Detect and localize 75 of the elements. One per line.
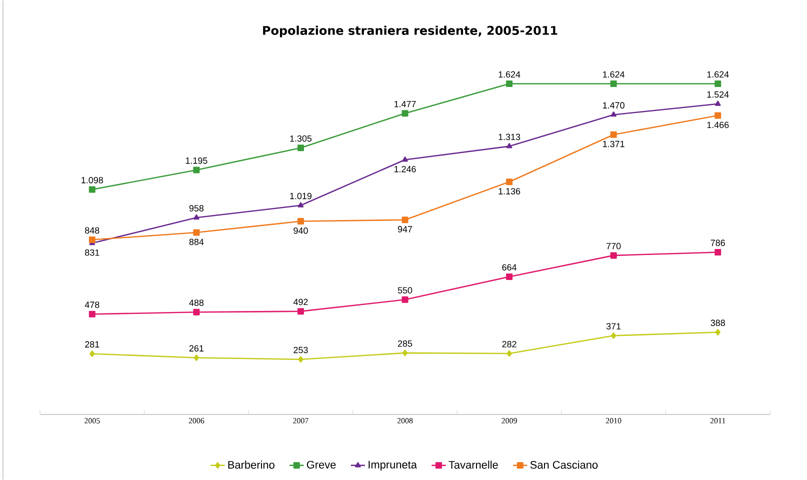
chart-title: Popolazione straniera residente, 2005-2011 bbox=[263, 26, 558, 38]
data-label: 1.524 bbox=[707, 91, 729, 98]
data-label: 664 bbox=[502, 264, 516, 271]
data-label: 261 bbox=[189, 345, 204, 352]
point bbox=[193, 166, 200, 174]
data-label: 786 bbox=[710, 240, 725, 246]
point bbox=[297, 144, 304, 152]
data-label: 848 bbox=[85, 227, 100, 234]
point bbox=[714, 80, 722, 88]
point bbox=[714, 248, 722, 256]
data-label: 1.371 bbox=[603, 140, 624, 148]
point bbox=[88, 186, 96, 193]
point bbox=[297, 218, 304, 225]
data-label: 940 bbox=[294, 227, 308, 234]
legend-label: San Casciano bbox=[530, 460, 598, 469]
point bbox=[194, 354, 200, 362]
point bbox=[610, 80, 617, 88]
data-label: 1.624 bbox=[498, 71, 520, 78]
data-label: 1.195 bbox=[186, 157, 208, 164]
data-label: 1.098 bbox=[82, 176, 103, 184]
point bbox=[88, 310, 96, 318]
legend-label: Greve bbox=[306, 460, 336, 469]
data-label: 285 bbox=[398, 340, 412, 347]
point bbox=[506, 80, 513, 88]
data-label: 488 bbox=[189, 300, 204, 306]
point bbox=[610, 252, 617, 259]
point bbox=[402, 216, 408, 224]
data-label: 282 bbox=[502, 340, 516, 348]
data-label: 1.466 bbox=[707, 122, 729, 128]
point bbox=[194, 214, 200, 220]
data-label: 1.477 bbox=[394, 100, 416, 108]
point bbox=[193, 308, 200, 316]
data-label: 550 bbox=[398, 287, 412, 294]
point bbox=[610, 131, 617, 138]
point bbox=[714, 100, 721, 106]
point bbox=[610, 111, 616, 117]
point bbox=[90, 350, 95, 357]
legend-label: Barberino bbox=[228, 460, 274, 469]
data-label: 1.019 bbox=[290, 192, 312, 200]
point bbox=[402, 296, 408, 303]
point bbox=[506, 143, 512, 148]
point bbox=[506, 274, 513, 280]
legend-label: Tavarnelle bbox=[448, 460, 498, 469]
data-label: 958 bbox=[189, 205, 204, 212]
point bbox=[402, 350, 408, 356]
data-label: 884 bbox=[189, 238, 204, 246]
data-label: 1.136 bbox=[498, 188, 520, 194]
point bbox=[506, 178, 513, 186]
data-label: 770 bbox=[606, 242, 621, 250]
point bbox=[506, 350, 512, 357]
data-label: 1.624 bbox=[707, 71, 729, 78]
point bbox=[610, 332, 616, 339]
data-label: 1.313 bbox=[498, 134, 520, 140]
data-label: 947 bbox=[398, 226, 412, 232]
point bbox=[297, 308, 304, 315]
data-label: 1.305 bbox=[290, 135, 312, 142]
point bbox=[402, 156, 408, 162]
data-label: 478 bbox=[84, 302, 100, 308]
legend-label: Impruneta bbox=[368, 460, 417, 471]
point bbox=[88, 236, 96, 244]
point bbox=[402, 110, 408, 117]
data-label: 1.246 bbox=[394, 166, 416, 172]
data-label: 1.624 bbox=[603, 71, 625, 78]
data-label: 253 bbox=[294, 346, 308, 354]
point bbox=[193, 229, 200, 236]
point bbox=[298, 356, 304, 363]
data-label: 371 bbox=[606, 323, 621, 330]
data-label: 492 bbox=[293, 298, 308, 306]
data-label: 1.470 bbox=[603, 102, 624, 109]
data-label: 831 bbox=[85, 249, 100, 256]
point bbox=[298, 202, 304, 208]
point bbox=[715, 328, 720, 336]
data-label: 281 bbox=[85, 341, 100, 348]
point bbox=[714, 112, 722, 119]
data-label: 388 bbox=[710, 320, 725, 326]
